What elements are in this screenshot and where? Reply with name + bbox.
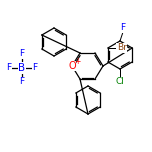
Text: F: F <box>32 64 38 73</box>
Text: F: F <box>19 50 25 59</box>
Text: +: + <box>74 57 80 67</box>
Text: O: O <box>68 61 76 71</box>
Text: B: B <box>18 63 26 73</box>
Text: F: F <box>19 78 25 86</box>
Text: Br: Br <box>117 43 127 52</box>
Text: Cl: Cl <box>116 78 124 86</box>
Text: F: F <box>6 64 12 73</box>
Text: F: F <box>120 24 126 33</box>
